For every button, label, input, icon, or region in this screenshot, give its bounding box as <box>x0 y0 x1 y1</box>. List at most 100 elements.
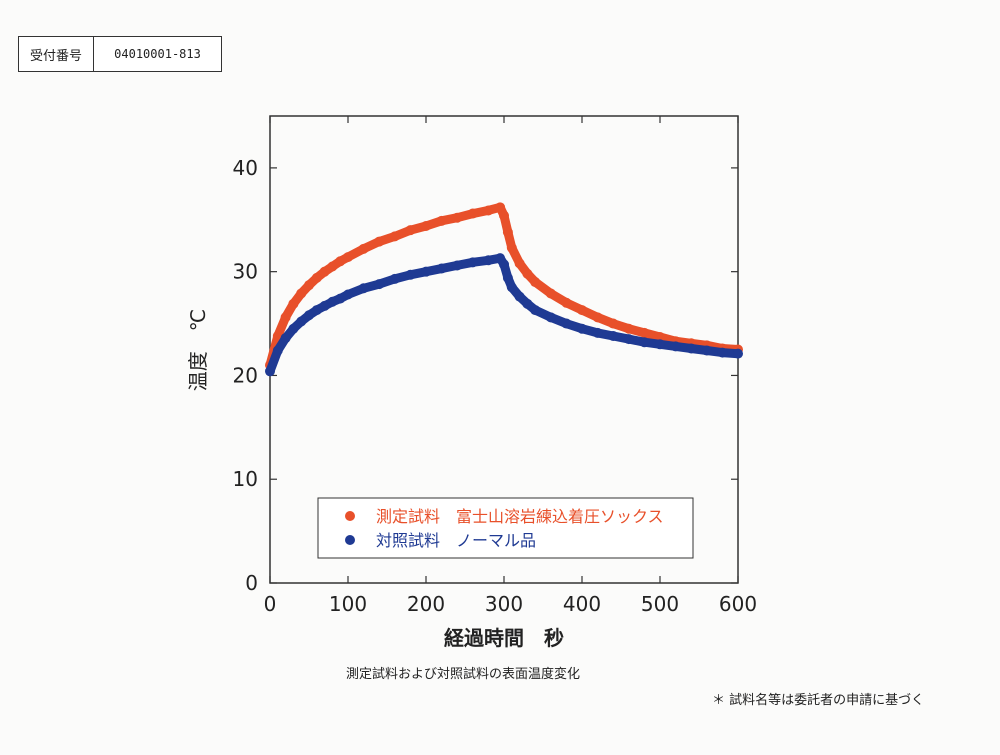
data-point <box>327 296 338 307</box>
data-point <box>374 236 385 247</box>
data-point <box>577 323 587 334</box>
y-tick-label: 10 <box>233 467 258 491</box>
data-point <box>623 323 634 334</box>
data-point <box>608 331 619 342</box>
footnote: ＊ 試料名等は委託者の申請に基づく <box>712 693 925 708</box>
data-point <box>304 310 314 321</box>
data-point <box>421 221 431 232</box>
data-point <box>639 337 650 348</box>
series-control <box>265 253 743 377</box>
y-tick-label: 30 <box>233 260 258 284</box>
data-point <box>280 312 291 323</box>
x-tick-label: 400 <box>563 592 601 616</box>
x-tick-label: 600 <box>719 592 757 616</box>
data-point <box>514 258 525 269</box>
data-point <box>311 305 322 316</box>
data-point <box>452 260 463 271</box>
y-axis-label: 温度 ℃ <box>186 309 210 391</box>
data-point <box>483 205 494 216</box>
data-point <box>655 339 665 350</box>
data-point <box>608 318 619 329</box>
data-point <box>343 289 353 300</box>
y-tick-label: 0 <box>245 571 258 595</box>
data-point <box>530 277 541 288</box>
data-point <box>374 279 385 290</box>
x-tick-label: 500 <box>641 592 679 616</box>
data-point <box>296 288 307 299</box>
figure-caption: 測定試料および対照試料の表面温度変化 <box>346 667 581 682</box>
data-point <box>288 298 299 309</box>
data-point <box>280 333 291 344</box>
data-point <box>327 261 338 272</box>
data-point <box>506 242 517 253</box>
data-point <box>733 348 743 359</box>
legend-marker-sample <box>345 511 355 521</box>
data-point <box>304 280 314 291</box>
x-tick-label: 0 <box>264 592 277 616</box>
data-point <box>467 208 478 219</box>
data-point <box>358 283 369 294</box>
legend-label-control: 対照試料 ノーマル品 <box>376 531 536 550</box>
series-sample <box>265 202 743 371</box>
data-point <box>358 243 369 254</box>
data-point <box>686 343 697 354</box>
legend-marker-control <box>345 535 355 545</box>
data-point <box>502 227 513 238</box>
data-point <box>561 297 572 308</box>
data-point <box>639 327 650 338</box>
data-point <box>343 252 353 263</box>
data-point <box>514 291 525 302</box>
data-point <box>265 366 275 377</box>
y-tick-label: 20 <box>233 363 258 387</box>
x-tick-label: 200 <box>407 592 445 616</box>
data-point <box>545 312 556 323</box>
data-point <box>483 255 494 266</box>
data-point <box>592 312 603 323</box>
legend: 測定試料 富士山溶岩練込着圧ソックス 対照試料 ノーマル品 <box>317 497 694 559</box>
data-point <box>272 345 283 356</box>
data-point <box>670 341 681 352</box>
data-point <box>296 316 307 327</box>
receipt-number-label: 受付番号 <box>19 37 94 71</box>
data-point <box>421 266 431 277</box>
data-point <box>701 345 712 356</box>
data-series <box>265 202 743 377</box>
data-point <box>623 334 634 345</box>
data-point <box>467 257 478 268</box>
data-point <box>405 269 416 280</box>
y-axis: 0 10 20 30 40 <box>233 156 738 595</box>
data-point <box>530 305 541 316</box>
data-point <box>288 323 299 334</box>
data-point <box>545 288 556 299</box>
data-point <box>506 282 517 293</box>
data-point <box>577 305 587 316</box>
data-point <box>389 231 400 242</box>
data-point <box>319 300 330 311</box>
data-point <box>502 272 513 283</box>
x-axis: 0 100 200 300 400 500 600 <box>264 116 757 616</box>
y-tick-label: 40 <box>233 156 258 180</box>
data-point <box>592 327 603 338</box>
data-point <box>522 298 533 309</box>
data-point <box>335 293 346 304</box>
temperature-chart: 0 10 20 30 40 0 100 200 300 400 500 600 経過時間 秒 温度 … <box>186 115 757 650</box>
receipt-number-box: 受付番号 04010001-813 <box>18 36 222 72</box>
x-tick-label: 300 <box>485 592 523 616</box>
data-point <box>436 215 447 226</box>
x-axis-label: 経過時間 秒 <box>444 626 564 650</box>
receipt-number-value: 04010001-813 <box>114 47 201 61</box>
data-point <box>335 256 346 267</box>
legend-box <box>317 497 694 559</box>
data-point <box>436 263 447 274</box>
data-point <box>452 212 463 223</box>
data-point <box>499 210 509 221</box>
data-point <box>561 318 572 329</box>
data-point <box>319 266 330 277</box>
x-tick-label: 100 <box>329 592 367 616</box>
data-point <box>522 268 533 279</box>
data-point <box>495 202 506 213</box>
data-point <box>405 225 416 236</box>
data-point <box>389 273 400 284</box>
data-point <box>717 347 728 358</box>
legend-label-sample: 測定試料 富士山溶岩練込着圧ソックス <box>376 507 664 526</box>
